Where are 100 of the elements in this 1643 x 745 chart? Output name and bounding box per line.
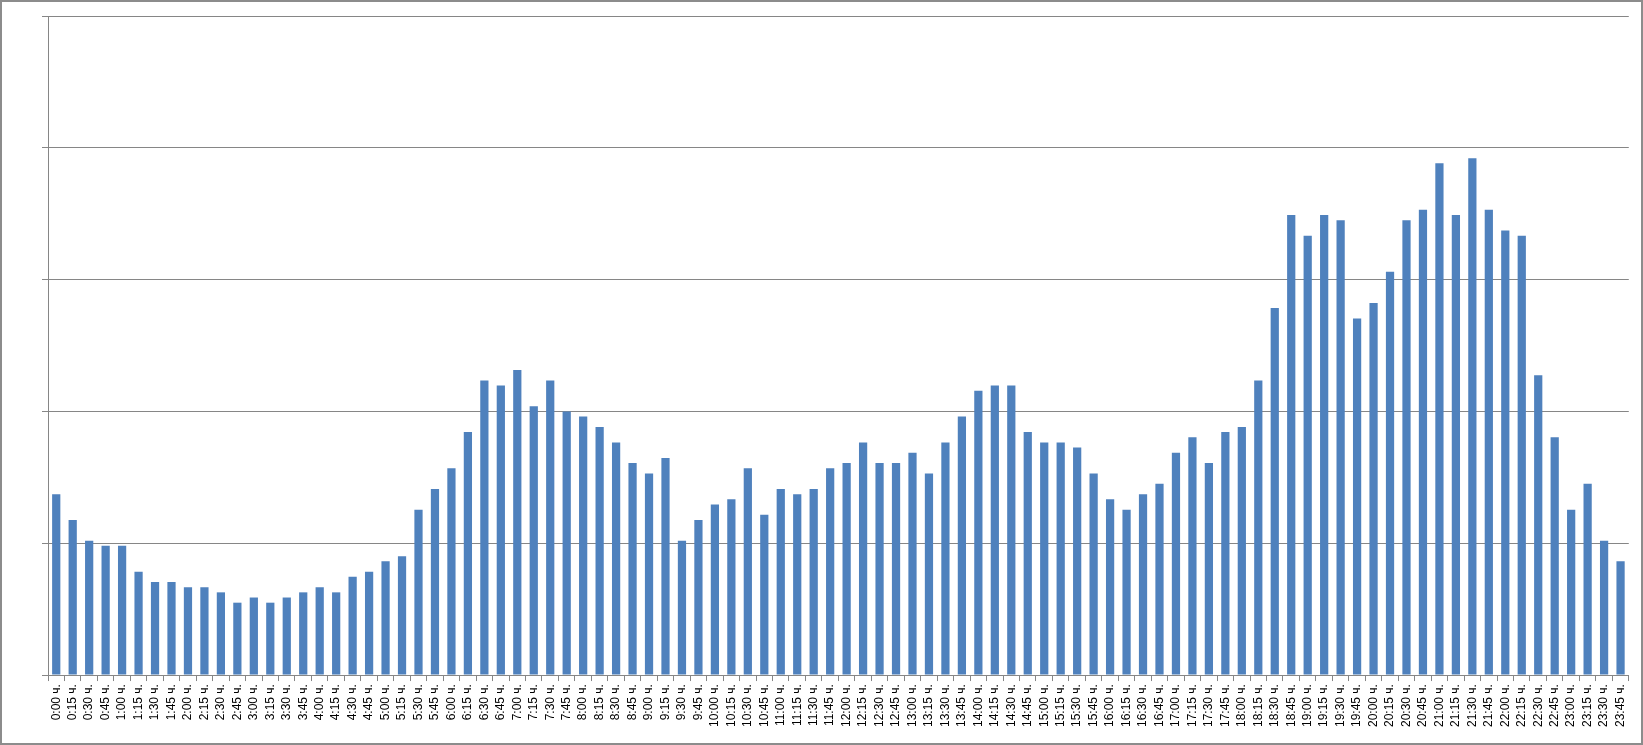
x-tick-label: 19:00 ч. <box>1300 684 1315 727</box>
bar <box>463 432 473 675</box>
x-tick-label: 2:30 ч. <box>213 684 228 721</box>
bar <box>266 602 275 675</box>
bar <box>216 592 226 675</box>
x-tick-label: 5:00 ч. <box>377 684 392 721</box>
bar <box>677 540 687 675</box>
x-tick-label: 12:00 ч. <box>838 684 853 727</box>
x-tick-label: 13:45 ч. <box>954 684 969 727</box>
bar <box>546 380 555 675</box>
x-tick-label: 8:30 ч. <box>608 684 623 721</box>
x-tick-label: 0:45 ч. <box>97 684 112 721</box>
x-tick-label: 14:45 ч. <box>1020 684 1035 727</box>
x-tick-label: 21:45 ч. <box>1481 684 1496 727</box>
bar <box>315 587 324 675</box>
bar <box>1320 215 1329 675</box>
x-tick-label: 22:15 ч. <box>1514 684 1529 727</box>
bar <box>529 406 538 675</box>
bar <box>1451 215 1461 675</box>
bar <box>68 519 77 675</box>
bar <box>941 442 950 675</box>
bar <box>282 597 291 675</box>
bar <box>1501 230 1510 675</box>
bar <box>1204 463 1214 675</box>
x-tick-label: 3:15 ч. <box>262 684 277 721</box>
bar <box>809 488 818 675</box>
bar <box>1484 209 1493 675</box>
x-tick-label: 16:30 ч. <box>1135 684 1150 727</box>
bar <box>1007 385 1016 675</box>
x-tick-label: 22:45 ч. <box>1547 684 1561 727</box>
x-tick-label: 15:00 ч. <box>1036 684 1051 727</box>
bar <box>1385 271 1395 675</box>
bar <box>611 442 621 675</box>
x-tick-label: 2:15 ч. <box>196 684 211 721</box>
x-tick-label: 8:15 ч. <box>591 684 606 721</box>
bar <box>644 473 654 675</box>
bar <box>101 545 110 675</box>
x-tick-label: 17:45 ч. <box>1217 684 1232 727</box>
bar <box>1023 432 1032 675</box>
bar <box>1056 442 1065 675</box>
x-tick-label: 5:45 ч. <box>427 684 442 721</box>
x-tick-label: 11:00 ч. <box>773 684 788 727</box>
bar <box>249 597 258 675</box>
bar <box>1352 318 1362 675</box>
bar <box>562 411 571 675</box>
x-tick-label: 12:30 ч. <box>871 684 886 727</box>
x-tick-label: 6:45 ч. <box>493 684 508 721</box>
x-tick-label: 16:15 ч. <box>1118 684 1133 727</box>
bar <box>397 556 407 675</box>
x-tick-label: 19:15 ч. <box>1316 684 1331 727</box>
x-tick-label: 6:00 ч. <box>443 684 458 721</box>
bar <box>1567 509 1576 675</box>
x-tick-label: 14:15 ч. <box>987 684 1002 727</box>
bar <box>183 587 193 675</box>
bar <box>1418 209 1428 675</box>
x-tick-label: 4:00 ч. <box>312 684 327 721</box>
x-tick-label: 5:30 ч. <box>410 684 425 721</box>
bar <box>727 499 736 675</box>
x-tick-label: 3:00 ч. <box>246 684 261 721</box>
x-tick-label: 12:45 ч. <box>888 684 903 727</box>
x-tick-label: 17:00 ч. <box>1168 684 1183 727</box>
x-tick-label: 4:30 ч. <box>344 684 359 721</box>
bar <box>661 457 670 675</box>
bar <box>414 509 423 675</box>
x-tick-label: 14:00 ч. <box>970 684 985 727</box>
x-tick-label: 14:30 ч. <box>1003 684 1018 727</box>
bar <box>200 587 209 675</box>
x-tick-label: 0:30 ч. <box>81 684 96 721</box>
x-tick-label: 18:15 ч. <box>1250 684 1265 727</box>
x-tick-label: 7:30 ч. <box>542 684 557 721</box>
x-tick-label: 9:45 ч. <box>690 684 705 721</box>
x-tick-label: 13:30 ч. <box>937 684 952 727</box>
x-tick-label: 8:45 ч. <box>624 684 639 721</box>
x-tick-label: 5:15 ч. <box>394 684 409 721</box>
x-tick-label: 3:45 ч. <box>295 684 310 721</box>
bar <box>1435 163 1444 675</box>
x-tick-label: 0:00 ч. <box>48 684 63 721</box>
bar <box>990 385 999 675</box>
x-tick-label: 6:15 ч. <box>460 684 475 721</box>
x-tick-label: 7:45 ч. <box>559 684 574 721</box>
x-tick-label: 12:15 ч. <box>855 684 870 727</box>
x-tick-label: 11:30 ч. <box>806 684 821 727</box>
bar <box>710 504 720 675</box>
bar <box>1221 432 1230 675</box>
bar <box>1550 437 1559 675</box>
bar <box>776 488 785 675</box>
x-tick-label: 16:00 ч. <box>1102 684 1117 727</box>
bar <box>891 463 901 675</box>
bar <box>332 592 341 675</box>
x-tick-label: 15:45 ч. <box>1085 684 1100 727</box>
x-tick-label: 19:45 ч. <box>1349 684 1364 727</box>
bar <box>496 385 505 675</box>
bar <box>924 473 934 675</box>
bar <box>167 582 176 675</box>
x-tick-label: 10:30 ч. <box>740 684 755 727</box>
bar <box>1534 375 1543 675</box>
bar <box>513 370 522 675</box>
bar <box>1040 442 1049 675</box>
bar <box>858 442 868 675</box>
bar <box>364 571 374 675</box>
